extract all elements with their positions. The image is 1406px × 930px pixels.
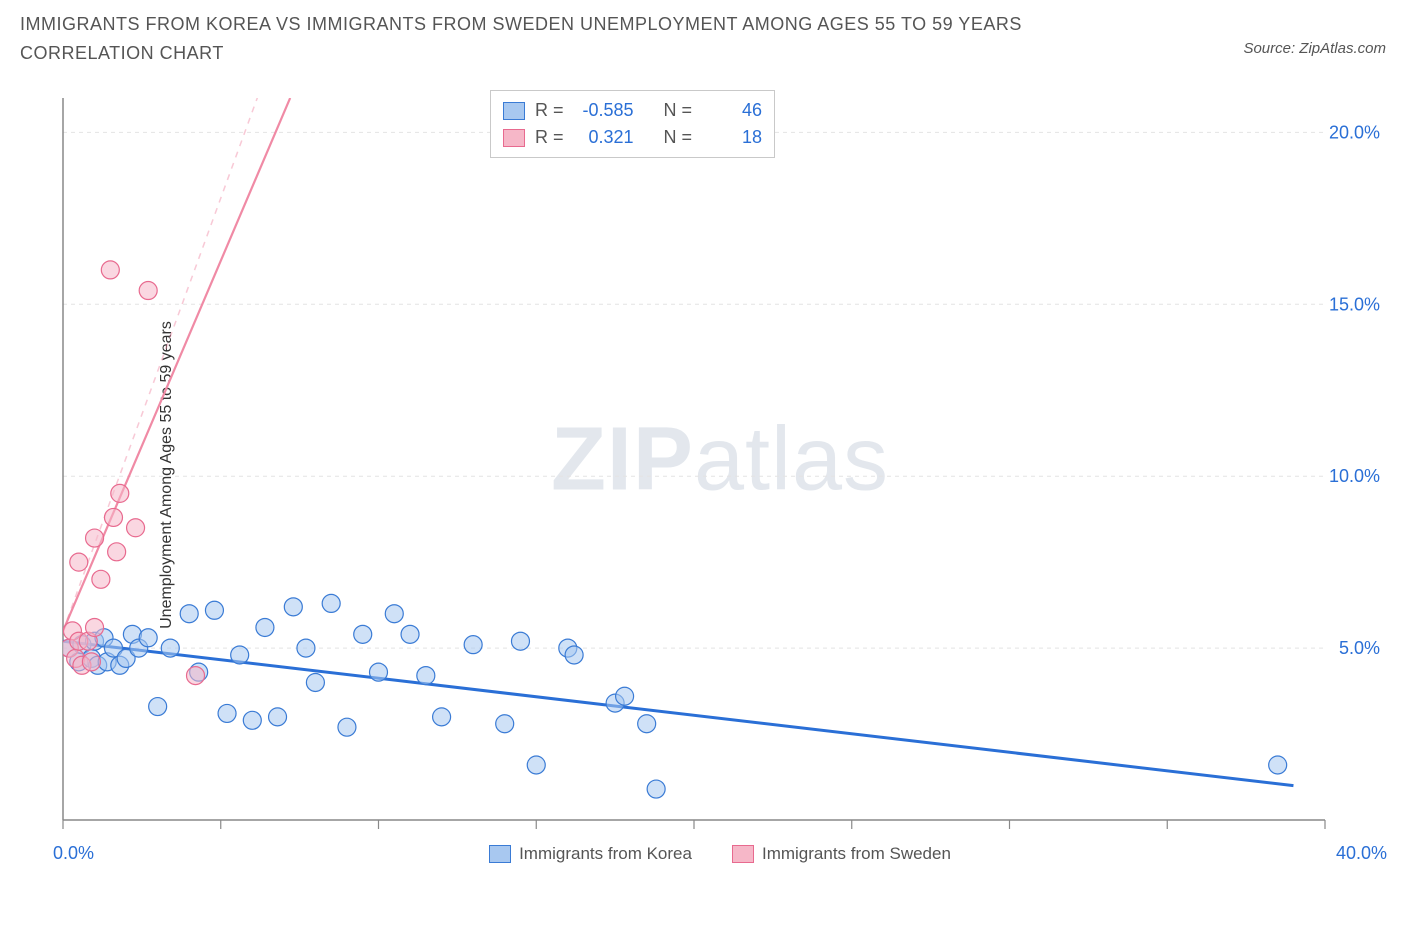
n-label-korea: N = bbox=[664, 97, 693, 124]
series-legend: Immigrants from Korea Immigrants from Sw… bbox=[55, 844, 1385, 864]
svg-text:20.0%: 20.0% bbox=[1329, 122, 1380, 142]
swatch-korea bbox=[503, 102, 525, 120]
r-value-sweden: 0.321 bbox=[574, 124, 634, 151]
r-label-sweden: R = bbox=[535, 124, 564, 151]
svg-text:5.0%: 5.0% bbox=[1339, 638, 1380, 658]
title-bar: IMMIGRANTS FROM KOREA VS IMMIGRANTS FROM… bbox=[0, 0, 1406, 68]
svg-text:10.0%: 10.0% bbox=[1329, 466, 1380, 486]
legend-entry-korea: Immigrants from Korea bbox=[489, 844, 692, 864]
source-attribution: Source: ZipAtlas.com bbox=[1243, 40, 1386, 57]
stats-row-korea: R = -0.585 N = 46 bbox=[503, 97, 762, 124]
n-label-sweden: N = bbox=[664, 124, 693, 151]
legend-entry-sweden: Immigrants from Sweden bbox=[732, 844, 951, 864]
plot-area: Unemployment Among Ages 55 to 59 years Z… bbox=[55, 90, 1385, 860]
scatter-plot-svg: 5.0% 10.0% 15.0% 20.0% bbox=[55, 90, 1385, 860]
swatch-sweden bbox=[503, 129, 525, 147]
correlation-stats-box: R = -0.585 N = 46 R = 0.321 N = 18 bbox=[490, 90, 775, 158]
legend-label-sweden: Immigrants from Sweden bbox=[762, 844, 951, 864]
r-value-korea: -0.585 bbox=[574, 97, 634, 124]
stats-row-sweden: R = 0.321 N = 18 bbox=[503, 124, 762, 151]
legend-swatch-sweden bbox=[732, 845, 754, 863]
legend-label-korea: Immigrants from Korea bbox=[519, 844, 692, 864]
r-label-korea: R = bbox=[535, 97, 564, 124]
svg-text:15.0%: 15.0% bbox=[1329, 294, 1380, 314]
legend-swatch-korea bbox=[489, 845, 511, 863]
chart-title: IMMIGRANTS FROM KOREA VS IMMIGRANTS FROM… bbox=[20, 10, 1120, 68]
n-value-korea: 46 bbox=[702, 97, 762, 124]
n-value-sweden: 18 bbox=[702, 124, 762, 151]
